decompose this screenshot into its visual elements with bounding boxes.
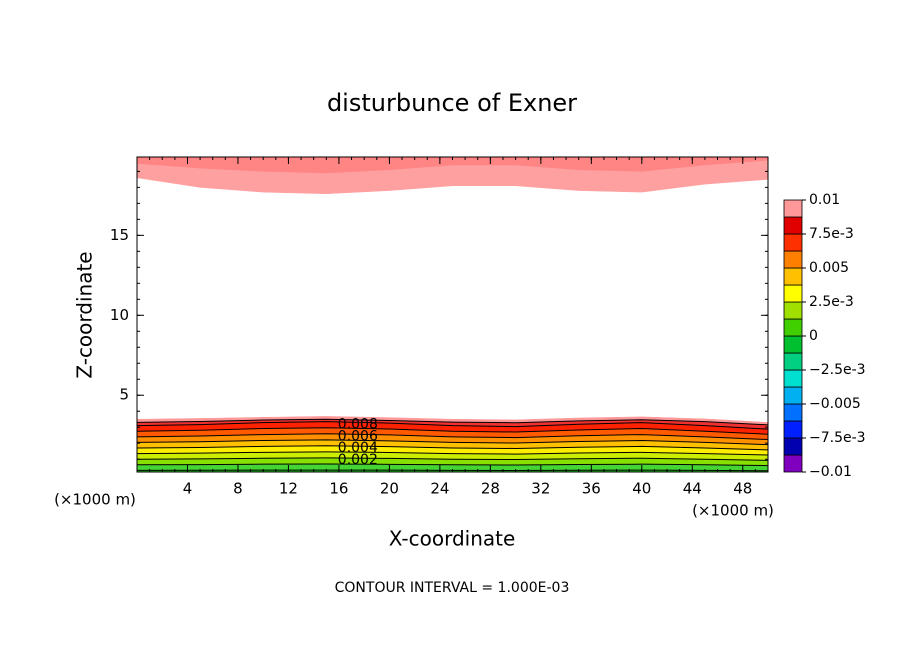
contour-label: 0.006 (338, 428, 378, 444)
x-tick-label: 36 (582, 480, 601, 498)
x-axis-label: X-coordinate (389, 527, 516, 551)
colorbar-swatch (783, 454, 803, 473)
colorbar-tick-label: 0.005 (809, 260, 849, 276)
x-tick-label: 16 (329, 480, 348, 498)
x-tick-label: 4 (183, 480, 193, 498)
contour-line (136, 433, 769, 441)
contour-line (136, 463, 769, 467)
y-axis-label: Z-coordinate (73, 251, 97, 378)
colorbar-tick-label: 0 (809, 328, 818, 344)
colorbar-swatch (783, 233, 803, 252)
contour-line (136, 457, 769, 461)
x-tick-label: 28 (481, 480, 500, 498)
contour-line (136, 421, 769, 430)
x-tick-label: 20 (380, 480, 399, 498)
contour-label: 0.008 (338, 416, 378, 432)
colorbar-tick-label: 2.5e-3 (809, 294, 854, 310)
contour-line (136, 439, 769, 446)
colorbar-tick-label: 0.01 (809, 192, 840, 208)
x-tick-label: 12 (279, 480, 298, 498)
x-tick-label: 40 (632, 480, 651, 498)
colorbar-swatch (783, 403, 803, 422)
colorbar-swatch (783, 369, 803, 388)
contour-line (136, 427, 769, 435)
x-tick-label: 44 (683, 480, 702, 498)
colorbar-swatch (783, 352, 803, 371)
colorbar-swatch (783, 386, 803, 405)
colorbar-swatch (783, 284, 803, 303)
colorbar-swatch (783, 199, 803, 218)
x-unit-label: (×1000 m) (692, 502, 774, 520)
colorbar-swatch (783, 335, 803, 354)
colorbar-swatch (783, 250, 803, 269)
chart-title: disturbunce of Exner (327, 89, 577, 117)
y-tick-label: 15 (110, 226, 129, 244)
colorbar-swatch (783, 318, 803, 337)
colorbar-tick-label: −2.5e-3 (809, 362, 866, 378)
colorbar-tick-label: −0.005 (809, 396, 861, 412)
contour-line (136, 445, 769, 451)
colorbar-swatch (783, 301, 803, 320)
contour-line (136, 451, 769, 456)
contour-label: 0.002 (338, 452, 378, 468)
colorbar-tick-label: −7.5e-3 (809, 430, 866, 446)
x-tick-label: 24 (430, 480, 449, 498)
colorbar-swatch (783, 437, 803, 456)
contour-line (136, 418, 769, 426)
colorbar-swatch (783, 267, 803, 286)
y-tick-label: 10 (110, 306, 129, 324)
contour-label: 0.004 (338, 440, 378, 456)
colorbar-swatch (783, 420, 803, 439)
footer: CONTOUR INTERVAL = 1.000E-03 (335, 580, 570, 596)
x-unit-label: (×1000 m) (54, 491, 136, 509)
y-tick-label: 5 (119, 386, 129, 404)
colorbar-swatch (783, 216, 803, 235)
colorbar-tick-label: 7.5e-3 (809, 226, 854, 242)
x-tick-label: 48 (733, 480, 752, 498)
x-tick-label: 8 (233, 480, 243, 498)
x-tick-label: 32 (531, 480, 550, 498)
colorbar-tick-label: −0.01 (809, 464, 852, 480)
